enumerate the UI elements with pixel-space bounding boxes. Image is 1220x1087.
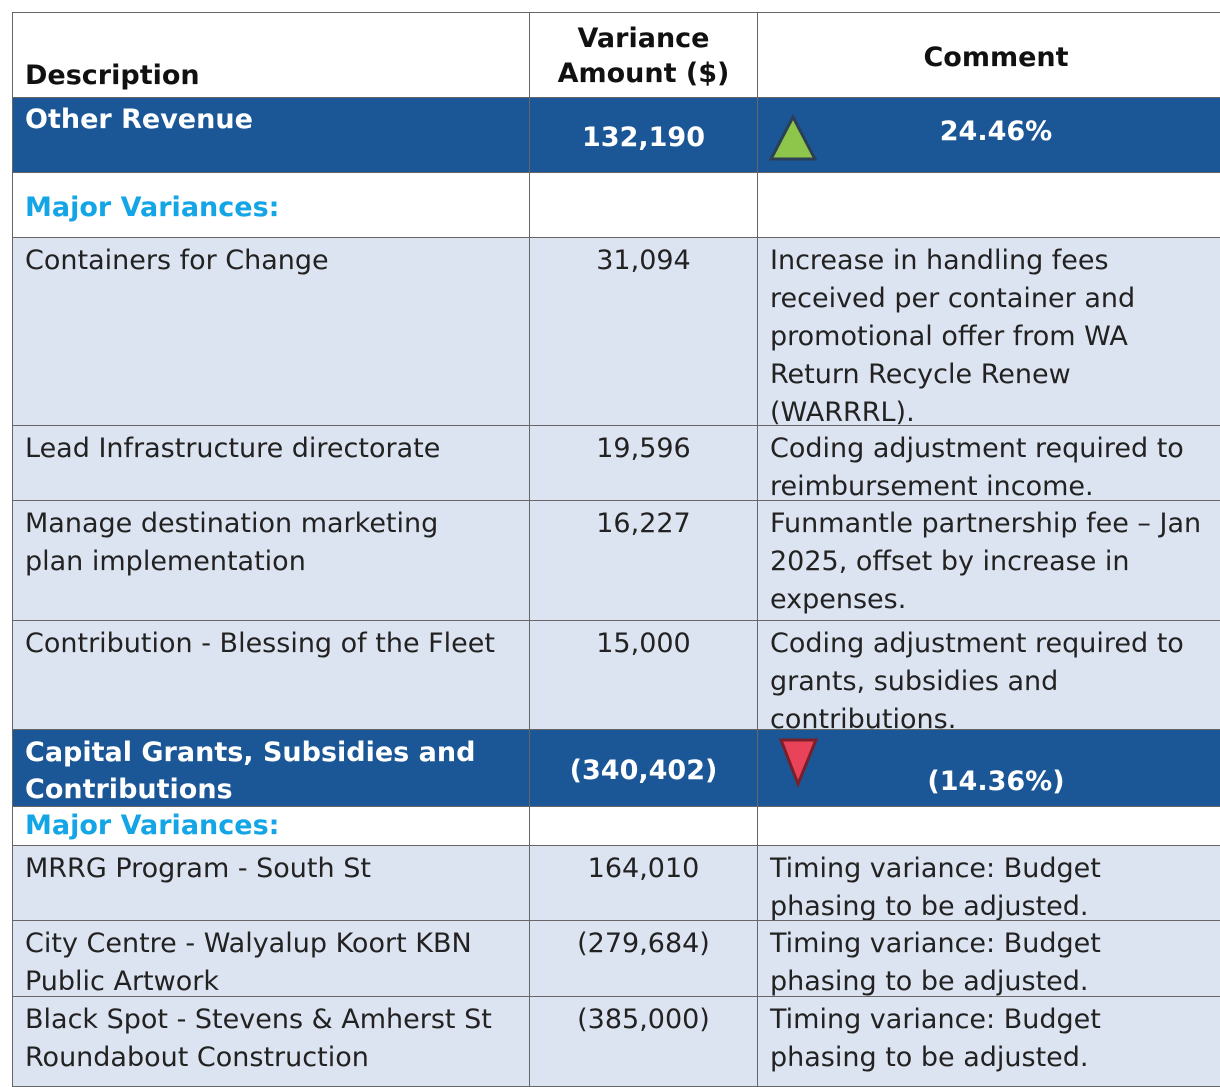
description: Manage destination marketing plan implem… bbox=[25, 508, 439, 577]
section-cell: Other Revenue bbox=[12, 97, 530, 173]
row-cell: 164,010 bbox=[529, 845, 758, 921]
header-text: Description bbox=[25, 60, 200, 91]
header-text: Variance Amount ($) bbox=[557, 23, 730, 89]
empty-cell bbox=[757, 172, 1220, 238]
empty-cell bbox=[757, 806, 1220, 846]
row-cell: Coding adjustment required to reimbursem… bbox=[757, 425, 1220, 501]
row-cell: Coding adjustment required to grants, su… bbox=[757, 620, 1220, 730]
empty-cell bbox=[529, 172, 758, 238]
comment: Timing variance: Budget phasing to be ad… bbox=[770, 1004, 1101, 1073]
row-cell: Manage destination marketing plan implem… bbox=[12, 500, 530, 621]
section-cell: 24.46% bbox=[757, 97, 1220, 173]
description: Containers for Change bbox=[25, 245, 329, 276]
subheading: Major Variances: bbox=[25, 192, 280, 223]
section-amount: (340,402) bbox=[569, 755, 718, 786]
triangle bbox=[768, 113, 818, 161]
section-cell: (340,402) bbox=[529, 729, 758, 807]
row-cell: Timing variance: Budget phasing to be ad… bbox=[757, 845, 1220, 921]
amount: 16,227 bbox=[596, 508, 691, 539]
up-arrow-icon bbox=[768, 113, 818, 161]
section-cell: 132,190 bbox=[529, 97, 758, 173]
section-amount: 132,190 bbox=[582, 122, 705, 153]
row-cell: 16,227 bbox=[529, 500, 758, 621]
subheading: Major Variances: bbox=[25, 810, 280, 841]
empty-cell bbox=[529, 806, 758, 846]
row-cell: 19,596 bbox=[529, 425, 758, 501]
description: City Centre - Walyalup Koort KBN Public … bbox=[25, 928, 472, 997]
description: Black Spot - Stevens & Amherst St Rounda… bbox=[25, 1004, 492, 1073]
comment: Funmantle partnership fee – Jan 2025, of… bbox=[770, 508, 1202, 615]
comment: Timing variance: Budget phasing to be ad… bbox=[770, 928, 1101, 997]
header-cell: Description bbox=[12, 12, 530, 98]
section-title: Other Revenue bbox=[25, 104, 253, 135]
row-cell: Timing variance: Budget phasing to be ad… bbox=[757, 996, 1220, 1087]
comment: Increase in handling fees received per c… bbox=[770, 245, 1136, 426]
header-text: Comment bbox=[923, 42, 1069, 73]
description: MRRG Program - South St bbox=[25, 853, 371, 884]
row-cell: Funmantle partnership fee – Jan 2025, of… bbox=[757, 500, 1220, 621]
description: Contribution - Blessing of the Fleet bbox=[25, 628, 495, 659]
section-change: 24.46% bbox=[939, 116, 1053, 147]
description: Lead Infrastructure directorate bbox=[25, 433, 441, 464]
row-cell: Lead Infrastructure directorate bbox=[12, 425, 530, 501]
row-cell: Contribution - Blessing of the Fleet bbox=[12, 620, 530, 730]
section-change: (14.36%) bbox=[927, 766, 1065, 797]
comment: Timing variance: Budget phasing to be ad… bbox=[770, 853, 1101, 921]
row-cell: (385,000) bbox=[529, 996, 758, 1087]
down-arrow-icon bbox=[778, 738, 819, 789]
row-cell: 31,094 bbox=[529, 237, 758, 426]
subheading-cell: Major Variances: bbox=[12, 172, 530, 238]
amount: (279,684) bbox=[577, 928, 710, 959]
row-cell: MRRG Program - South St bbox=[12, 845, 530, 921]
row-cell: Timing variance: Budget phasing to be ad… bbox=[757, 920, 1220, 997]
section-cell: (14.36%) bbox=[757, 729, 1220, 807]
amount: 19,596 bbox=[596, 433, 691, 464]
section-cell: Capital Grants, Subsidies and Contributi… bbox=[12, 729, 530, 807]
amount: (385,000) bbox=[577, 1004, 710, 1035]
header-cell: Comment bbox=[757, 12, 1220, 98]
comment: Coding adjustment required to grants, su… bbox=[770, 628, 1184, 730]
header-cell: Variance Amount ($) bbox=[529, 12, 758, 98]
row-cell: (279,684) bbox=[529, 920, 758, 997]
subheading-cell: Major Variances: bbox=[12, 806, 530, 846]
row-cell: City Centre - Walyalup Koort KBN Public … bbox=[12, 920, 530, 997]
row-cell: 15,000 bbox=[529, 620, 758, 730]
triangle bbox=[778, 738, 819, 789]
amount: 31,094 bbox=[596, 245, 691, 276]
row-cell: Increase in handling fees received per c… bbox=[757, 237, 1220, 426]
row-cell: Black Spot - Stevens & Amherst St Rounda… bbox=[12, 996, 530, 1087]
comment: Coding adjustment required to reimbursem… bbox=[770, 433, 1184, 501]
amount: 164,010 bbox=[587, 853, 700, 884]
row-cell: Containers for Change bbox=[12, 237, 530, 426]
amount: 15,000 bbox=[596, 628, 691, 659]
section-title: Capital Grants, Subsidies and Contributi… bbox=[25, 737, 476, 805]
